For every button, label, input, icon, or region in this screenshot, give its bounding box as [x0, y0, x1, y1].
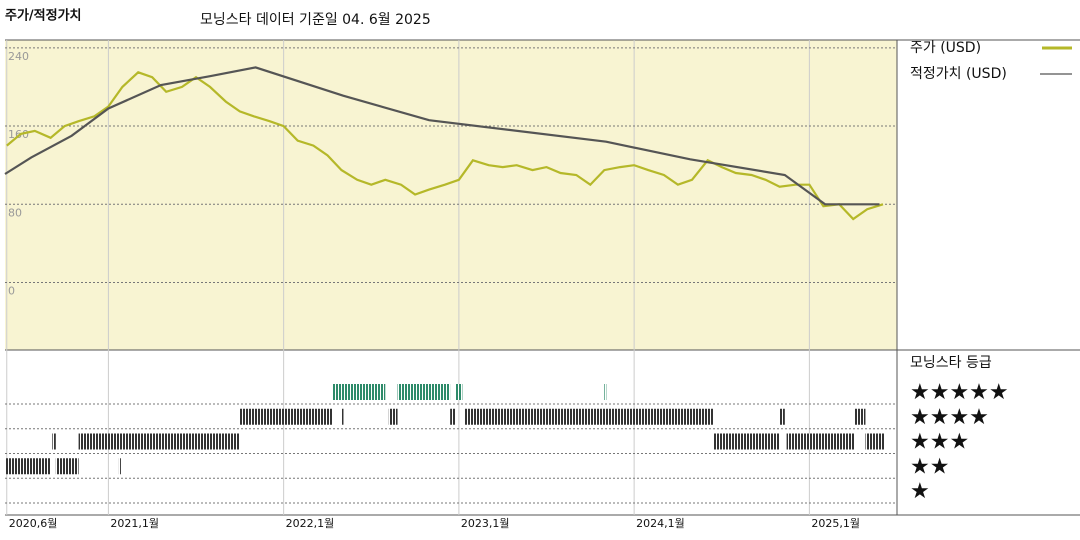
x-tick-label: 2023,1월 [461, 517, 510, 530]
x-tick-label: 2024,1월 [636, 517, 685, 530]
rating-label: ★★★★★ [910, 380, 1009, 405]
rating-bar [712, 433, 780, 450]
rating-label: ★ [910, 479, 930, 504]
x-tick-label: 2020,6월 [9, 517, 58, 530]
rating-bar [450, 408, 456, 425]
y-tick-label: 240 [8, 50, 29, 63]
rating-bar [779, 408, 785, 425]
chart-title: 주가/적정가치 [5, 8, 82, 24]
rating-bar [865, 433, 885, 450]
rating-bar [239, 408, 333, 425]
rating-bar [604, 384, 607, 400]
rating-bar [52, 433, 56, 450]
rating-bar [388, 408, 398, 425]
rating-label: ★★ [910, 454, 949, 479]
rating-bar [78, 433, 240, 450]
rating-bar [455, 384, 463, 400]
rating-label: ★★★ [910, 430, 969, 455]
rating-bar [341, 408, 344, 425]
rating-bar [5, 458, 51, 475]
rating-bar [464, 408, 713, 425]
rating-bar [332, 384, 386, 400]
legend-label: 주가 (USD) [910, 40, 981, 56]
chart-subtitle: 모닝스타 데이터 기준일 04. 6월 2025 [200, 12, 431, 28]
rating-bar [397, 384, 451, 400]
rating-bar [118, 458, 121, 475]
price-line [4, 66, 880, 206]
rating-bar [55, 458, 79, 475]
legend-label: 적정가치 (USD) [910, 66, 1007, 82]
price-line [6, 71, 884, 221]
x-tick-label: 2022,1월 [286, 517, 335, 530]
x-tick-label: 2025,1월 [811, 517, 860, 530]
y-tick-label: 0 [8, 285, 15, 298]
x-tick-label: 2021,1월 [110, 517, 159, 530]
y-tick-label: 80 [8, 206, 22, 219]
rating-title: 모닝스타 등급 [910, 355, 992, 371]
rating-bar [786, 433, 855, 450]
rating-label: ★★★★ [910, 405, 989, 430]
rating-bar [854, 408, 866, 425]
plot-area [5, 40, 897, 350]
